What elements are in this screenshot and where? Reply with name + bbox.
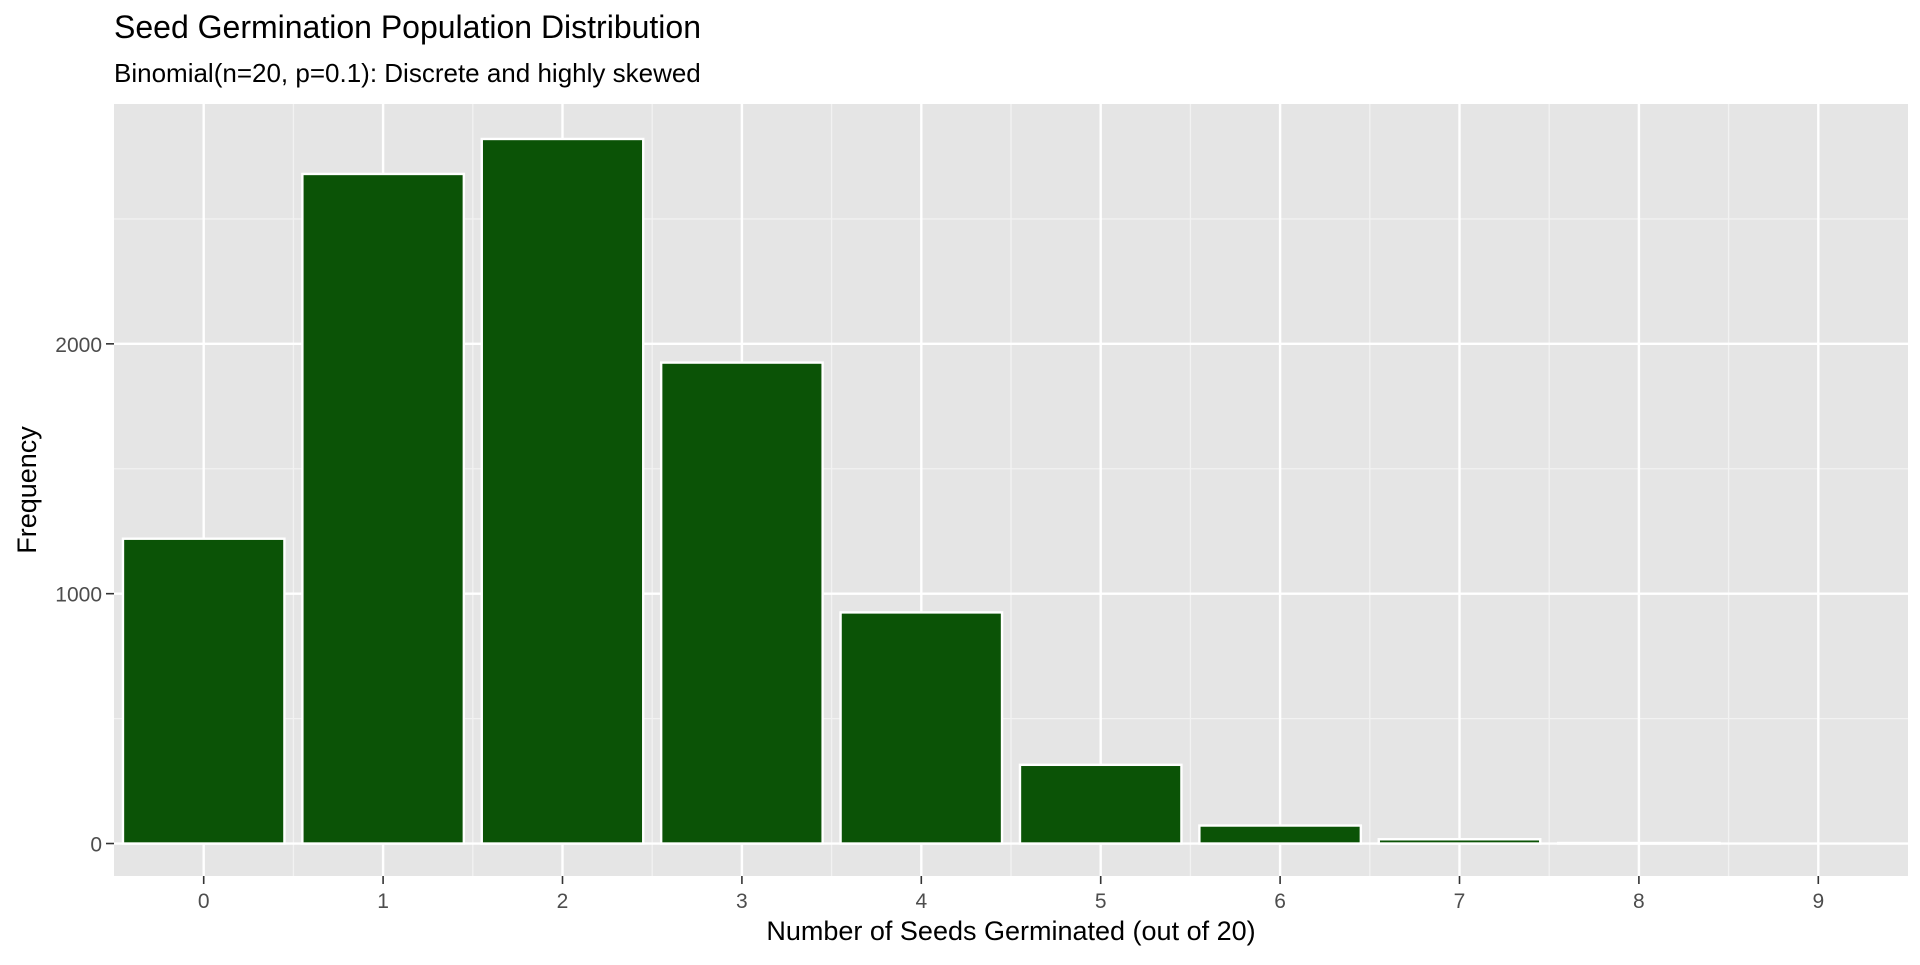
- y-tick-label: 2000: [55, 334, 102, 357]
- x-tick-label: 1: [377, 890, 389, 913]
- bar-3: [659, 361, 824, 845]
- x-tick-label: 9: [1812, 890, 1824, 913]
- x-tick-label: 7: [1454, 890, 1466, 913]
- bar-4: [839, 611, 1004, 845]
- x-tick-label: 5: [1095, 890, 1107, 913]
- bar-8: [1556, 841, 1721, 845]
- bar-2: [480, 137, 645, 845]
- chart-subtitle: Binomial(n=20, p=0.1): Discrete and high…: [114, 58, 701, 88]
- y-tick-label: 1000: [55, 584, 102, 607]
- bar-1: [301, 172, 466, 845]
- x-tick-label: 0: [198, 890, 210, 913]
- bar-0: [121, 537, 286, 845]
- y-tick-label: 0: [90, 834, 102, 857]
- y-axis-title: Frequency: [12, 426, 42, 554]
- bar-5: [1018, 763, 1183, 845]
- bar-6: [1198, 824, 1363, 845]
- x-tick-label: 3: [736, 890, 748, 913]
- plot-area: 0 1000 2000 0 1 2 3 4 5 6 7 8 9: [55, 104, 1908, 913]
- x-tick-label: 8: [1633, 890, 1645, 913]
- bar-7: [1377, 838, 1542, 845]
- x-axis-title: Number of Seeds Germinated (out of 20): [766, 916, 1255, 946]
- chart-title: Seed Germination Population Distribution: [114, 9, 701, 45]
- x-tick-label: 6: [1274, 890, 1286, 913]
- x-tick-label: 4: [915, 890, 927, 913]
- x-tick-label: 2: [557, 890, 569, 913]
